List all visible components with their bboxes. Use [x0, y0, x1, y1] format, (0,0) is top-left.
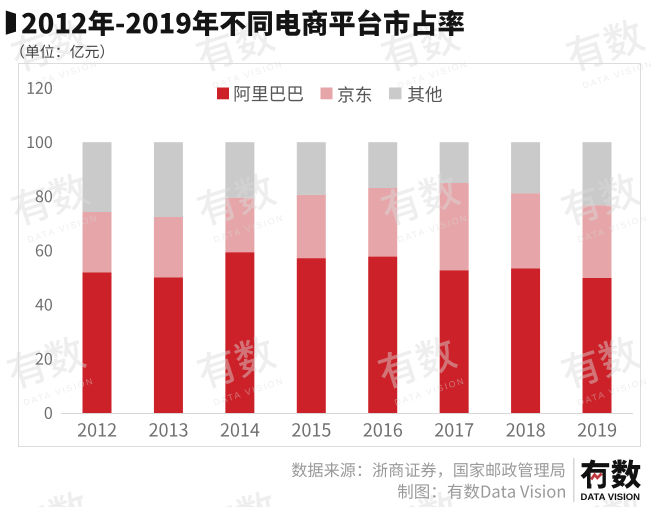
svg-text:DATA VISION: DATA VISION [581, 492, 641, 503]
